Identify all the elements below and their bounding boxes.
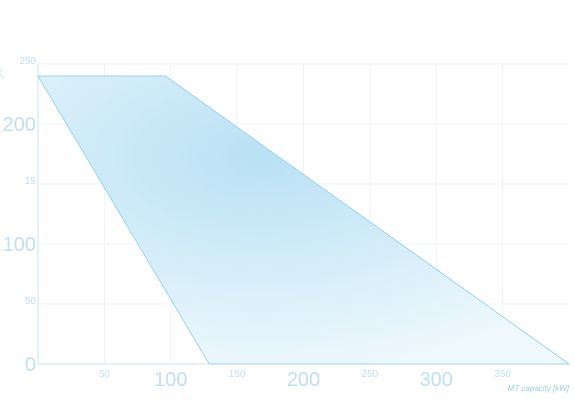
left-edge-label: K — [0, 65, 5, 81]
x-tick-label: 100 — [154, 369, 187, 391]
region-group — [37, 75, 571, 365]
y-tick-label: 250 — [19, 56, 36, 67]
x-tick-label: 350 — [494, 369, 511, 380]
y-tick-label: 0 — [25, 354, 36, 376]
y-tick-labels: 250 15 50 200 100 0 — [3, 56, 37, 376]
x-tick-label: 200 — [287, 369, 320, 391]
y-tick-label: 50 — [25, 296, 37, 307]
y-tick-label: 15 — [25, 176, 37, 187]
x-axis-label: MT capacity [kW] — [508, 384, 570, 393]
y-tick-label: 100 — [3, 234, 36, 256]
x-tick-label: 50 — [99, 369, 111, 380]
x-tick-labels: 50 150 250 350 100 200 300 — [99, 369, 512, 391]
y-tick-label: 200 — [3, 114, 36, 136]
capacity-region — [37, 75, 571, 365]
x-tick-label: 150 — [229, 369, 246, 380]
x-tick-label: 250 — [362, 369, 379, 380]
x-tick-label: 300 — [420, 369, 453, 391]
